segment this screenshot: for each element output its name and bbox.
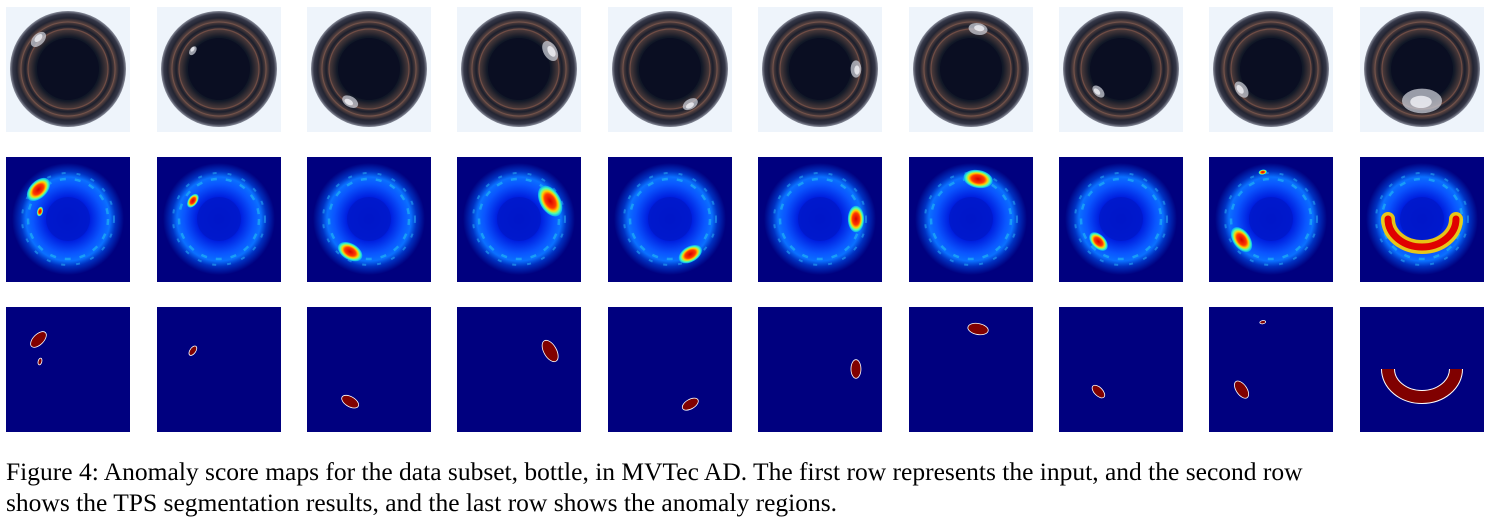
score-image-7: [909, 157, 1033, 282]
caption-line-1: Figure 4: Anomaly score maps for the dat…: [6, 457, 1303, 486]
input-image-9: [1209, 7, 1333, 132]
mask-image-8: [1059, 307, 1183, 432]
score-image-8: [1059, 157, 1183, 282]
mask-image-5: [608, 307, 732, 432]
mask-image-1: [6, 307, 130, 432]
mask-image-10: [1360, 307, 1484, 432]
figure-4: [6, 7, 1484, 432]
caption-line-2: shows the TPS segmentation results, and …: [6, 488, 838, 517]
mask-image-6: [758, 307, 882, 432]
input-image-6: [758, 7, 882, 132]
score-image-10: [1360, 157, 1484, 282]
input-image-1: [6, 7, 130, 132]
input-image-8: [1059, 7, 1183, 132]
score-image-2: [157, 157, 281, 282]
mask-image-2: [157, 307, 281, 432]
mask-image-9: [1209, 307, 1333, 432]
score-image-9: [1209, 157, 1333, 282]
score-image-1: [6, 157, 130, 282]
mask-image-7: [909, 307, 1033, 432]
input-image-3: [307, 7, 431, 132]
input-image-7: [909, 7, 1033, 132]
score-image-4: [457, 157, 581, 282]
mask-image-4: [457, 307, 581, 432]
figure-caption: Figure 4: Anomaly score maps for the dat…: [6, 456, 1486, 518]
score-image-6: [758, 157, 882, 282]
score-image-5: [608, 157, 732, 282]
score-image-3: [307, 157, 431, 282]
input-image-5: [608, 7, 732, 132]
input-image-4: [457, 7, 581, 132]
mask-image-3: [307, 307, 431, 432]
input-image-10: [1360, 7, 1484, 132]
input-image-2: [157, 7, 281, 132]
